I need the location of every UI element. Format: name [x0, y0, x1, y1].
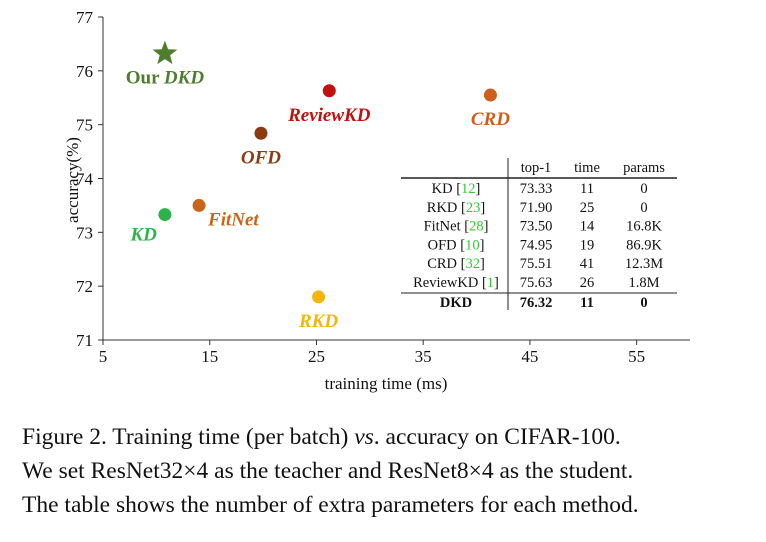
table-cell: 75.51 [520, 256, 553, 272]
table-cell: 74.95 [520, 237, 553, 253]
method-name: FitNet [ [424, 219, 470, 235]
table-cell: 0 [640, 181, 647, 197]
citation-bracket: ] [476, 181, 481, 197]
point-label-kd: KD [129, 225, 157, 246]
point-kd [158, 208, 172, 222]
y-tick-label: 72 [76, 277, 93, 296]
table-method-cell: CRD [32] [427, 256, 485, 272]
point-ofd [254, 126, 268, 140]
x-tick-label: 35 [415, 347, 432, 366]
y-tick-label: 75 [76, 116, 93, 135]
point-label-name: FitNet [207, 209, 259, 230]
x-axis-title: training time (ms) [325, 374, 448, 393]
point-label-name: ReviewKD [287, 105, 371, 126]
point-label-prefix: Our [126, 68, 164, 89]
table-cell: 19 [580, 237, 595, 253]
citation-bracket: ] [494, 275, 499, 291]
method-name: KD [ [432, 181, 462, 197]
citation-bracket: ] [480, 237, 485, 253]
table-method-cell: RKD [23] [427, 200, 485, 216]
table-cell: 26 [580, 275, 595, 291]
table-cell: 14 [580, 219, 595, 235]
data-points: KD FitNet OFD RKD ReviewKD CRD Our DKD [126, 40, 510, 332]
point-fitnet [192, 198, 206, 212]
point-label-name: OFD [241, 147, 281, 168]
method-name: ReviewKD [ [413, 275, 487, 291]
citation-ref: 28 [469, 219, 484, 235]
y-tick-label: 71 [76, 331, 93, 350]
x-tick-label: 5 [99, 347, 108, 366]
point-dkd-star [152, 40, 178, 65]
point-label-reviewkd: ReviewKD [287, 105, 371, 126]
table-method-cell: ReviewKD [1] [413, 275, 499, 291]
caption-text: . accuracy on CIFAR-100. [373, 424, 621, 450]
citation-bracket: ] [484, 219, 489, 235]
table-cell: 73.33 [520, 181, 553, 197]
point-reviewkd [322, 84, 336, 98]
point-label-name: KD [129, 225, 157, 246]
table-header-cell: top-1 [521, 160, 552, 176]
point-label-name: RKD [298, 311, 338, 332]
citation-ref: 32 [465, 256, 480, 272]
caption-text: Figure 2. Training time (per batch) [22, 424, 355, 450]
table-ours-cell: 11 [580, 295, 594, 311]
table-cell: 75.63 [520, 275, 553, 291]
method-name: OFD [ [428, 237, 466, 253]
table-method-cell: FitNet [28] [424, 219, 489, 235]
table-cell: 12.3M [625, 256, 663, 272]
citation-ref: 23 [466, 200, 481, 216]
caption-line-1: Figure 2. Training time (per batch) vs. … [22, 420, 752, 454]
point-label-rkd: RKD [298, 311, 338, 332]
table-header-cell: params [623, 160, 665, 176]
point-rkd [312, 290, 326, 304]
table-cell: 41 [580, 256, 595, 272]
point-label-name: CRD [471, 109, 510, 130]
method-name: RKD [ [427, 200, 466, 216]
table-cell: 1.8M [628, 275, 659, 291]
y-tick-label: 74 [76, 170, 94, 189]
table-cell: 73.50 [520, 219, 553, 235]
caption-line-3: The table shows the number of extra para… [22, 492, 639, 518]
y-axis-title: accuracy(%) [63, 137, 82, 223]
table-ours-cell: 76.32 [520, 295, 553, 311]
point-crd [483, 88, 497, 102]
y-tick-label: 76 [76, 62, 93, 81]
citation-ref: 1 [487, 275, 494, 291]
table-ours-cell: DKD [440, 295, 472, 311]
table-cell: 0 [640, 200, 647, 216]
citation-bracket: ] [480, 200, 485, 216]
point-label-name: DKD [163, 68, 204, 89]
table-ours-cell: 0 [640, 295, 647, 311]
point-label-ofd: OFD [241, 147, 281, 168]
table-method-cell: KD [12] [432, 181, 481, 197]
axis-ticks: 5 15 25 35 45 55 71 72 73 74 75 76 77 [76, 8, 645, 366]
table-cell: 25 [580, 200, 595, 216]
figure-caption: Figure 2. Training time (per batch) vs. … [22, 420, 752, 522]
method-name: CRD [ [427, 256, 465, 272]
point-label-fitnet: FitNet [207, 209, 259, 230]
caption-line-2: We set ResNet32×4 as the teacher and Res… [22, 458, 634, 484]
x-tick-label: 25 [308, 347, 325, 366]
x-tick-label: 15 [201, 347, 218, 366]
citation-bracket: ] [480, 256, 485, 272]
x-tick-label: 55 [628, 347, 645, 366]
point-label-dkd: Our DKD [126, 68, 205, 89]
citation-ref: 10 [465, 237, 480, 253]
table-cell: 71.90 [520, 200, 553, 216]
table-method-cell: OFD [10] [428, 237, 485, 253]
point-label-crd: CRD [471, 109, 510, 130]
table-header-cell: time [574, 160, 600, 176]
citation-ref: 12 [461, 181, 476, 197]
caption-vs: vs [354, 424, 374, 450]
x-tick-label: 45 [521, 347, 538, 366]
table-cell: 16.8K [626, 219, 662, 235]
scatter-chart: 5 15 25 35 45 55 71 72 73 74 75 76 77 training time … [63, 8, 690, 393]
y-tick-label: 77 [76, 8, 94, 27]
table-cell: 86.9K [626, 237, 662, 253]
y-tick-label: 73 [76, 223, 93, 242]
table-cell: 11 [580, 181, 594, 197]
